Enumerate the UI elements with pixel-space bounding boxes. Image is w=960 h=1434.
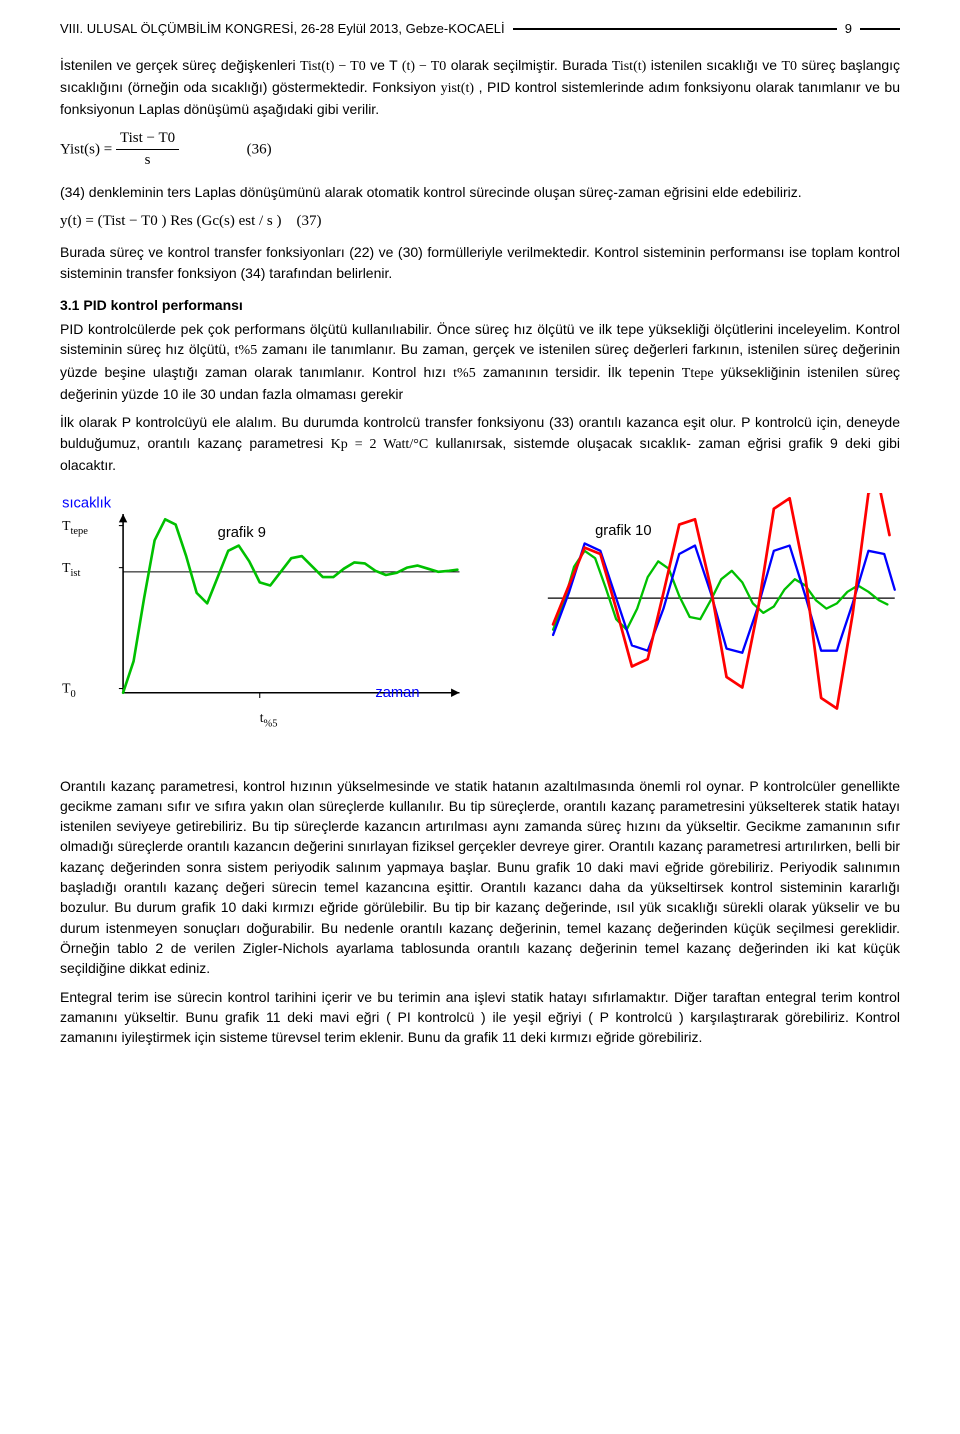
formula-37-expr: y(t) = (Tist − T0 ) Res (Gc(s) est / s ) (60, 213, 282, 229)
paragraph-5: İlk olarak P kontrolcüyü ele alalım. Bu … (60, 412, 900, 475)
formula-36-num: Tist − T0 (116, 128, 179, 151)
svg-text:sıcaklık: sıcaklık (62, 496, 112, 512)
formula-36-den: s (116, 150, 179, 172)
paragraph-3: Burada süreç ve kontrol transfer fonksiy… (60, 242, 900, 283)
page-number: 9 (845, 20, 852, 39)
chart-9: sıcaklıkTtepeTistT0grafik 9zamant%5 (60, 493, 470, 745)
svg-text:grafik 9: grafik 9 (218, 525, 266, 541)
formula-36: Yist(s) = Tist − T0 s (36) (60, 128, 900, 173)
formula-36-label: (36) (247, 141, 272, 157)
page-header: VIII. ULUSAL ÖLÇÜMBİLİM KONGRESİ, 26-28 … (60, 20, 900, 39)
header-title: VIII. ULUSAL ÖLÇÜMBİLİM KONGRESİ, 26-28 … (60, 20, 505, 39)
math-t-pct5: t%5 (453, 366, 476, 381)
paragraph-4: PID kontrolcülerde pek çok performans öl… (60, 319, 900, 404)
header-rule-short (860, 28, 900, 30)
p1-text: istenilen sıcaklığı ve (651, 57, 782, 73)
p7-text: Entegral terim ise sürecin kontrol tarih… (60, 989, 900, 1046)
paragraph-2: (34) denkleminin ters Laplas dönüşümünü … (60, 182, 900, 202)
math-Tt-T0: (t) − T0 (402, 59, 446, 74)
chart-10-svg: grafik 10 (490, 493, 900, 745)
math-T0: T0 (781, 59, 797, 74)
p6-text: Orantılı kazanç parametresi, kontrol hız… (60, 778, 900, 977)
math-Kp: Kp = 2 Watt/°C (331, 437, 429, 452)
math-T-ist-t-T0: Tist(t) − T0 (300, 59, 366, 74)
paragraph-6: Orantılı kazanç parametresi, kontrol hız… (60, 776, 900, 979)
charts-row: sıcaklıkTtepeTistT0grafik 9zamant%5 graf… (60, 493, 900, 745)
svg-text:grafik 10: grafik 10 (595, 523, 651, 539)
chart-9-svg: sıcaklıkTtepeTistT0grafik 9zamant%5 (60, 493, 470, 745)
paragraph-7: Entegral terim ise sürecin kontrol tarih… (60, 987, 900, 1048)
formula-36-prefix: Yist(s) = (60, 141, 116, 157)
p1-text: ve T (370, 57, 397, 73)
svg-text:zaman: zaman (375, 685, 419, 701)
section-title: 3.1 PID kontrol performansı (60, 295, 900, 315)
formula-37: y(t) = (Tist − T0 ) Res (Gc(s) est / s )… (60, 211, 900, 233)
paragraph-1: İstenilen ve gerçek süreç değişkenleri T… (60, 55, 900, 120)
p3-text: Burada süreç ve kontrol transfer fonksiy… (60, 244, 900, 280)
p1-text: olarak seçilmiştir. Burada (451, 57, 612, 73)
formula-37-label: (37) (297, 213, 322, 229)
p2-text: (34) denkleminin ters Laplas dönüşümünü … (60, 184, 802, 200)
chart-10: grafik 10 (490, 493, 900, 745)
math-T-ist-t: Tist(t) (612, 59, 647, 74)
p1-text: İstenilen ve gerçek süreç değişkenleri (60, 57, 300, 73)
math-t-pct5: t%5 (235, 343, 258, 358)
p4-text: zamanının tersidir. İlk tepenin (483, 364, 682, 380)
math-y-ist-t: yist(t) (441, 81, 474, 96)
header-rule (513, 28, 837, 30)
math-T-tepe: Ttepe (682, 366, 714, 381)
